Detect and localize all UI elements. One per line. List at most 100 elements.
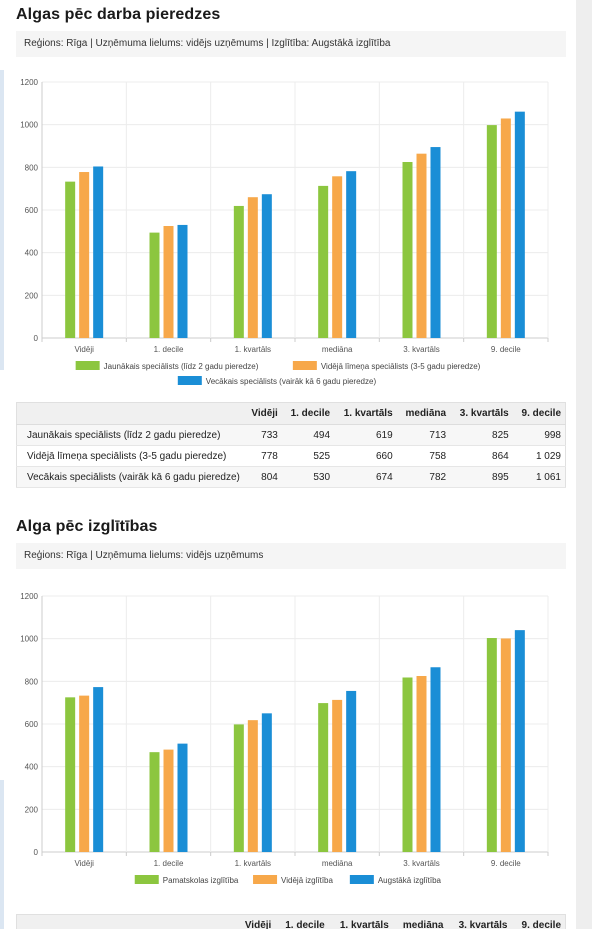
column-header: 1. kvartāls [334, 402, 397, 425]
table-cell: 864 [450, 445, 513, 467]
table-row: Vecākais speciālists (vairāk kā 6 gadu p… [16, 466, 566, 488]
side-strip [0, 780, 4, 929]
y-tick-label: 1000 [20, 635, 38, 644]
column-header: Vidēji [236, 914, 276, 929]
y-tick-label: 0 [34, 334, 39, 343]
column-header: Vidēji [243, 402, 282, 425]
x-tick-label: 3. kvartāls [403, 345, 439, 354]
bar [177, 743, 188, 852]
bar [79, 695, 90, 852]
bar [247, 720, 258, 852]
bar [247, 197, 258, 338]
bar [500, 638, 511, 852]
table-cell: 1 029 [512, 445, 566, 467]
bar [318, 185, 329, 338]
column-header: 1. decile [281, 402, 335, 425]
x-tick-label: Vidēji [74, 345, 94, 354]
legend-swatch [292, 361, 317, 370]
y-tick-label: 800 [25, 677, 39, 686]
side-strip [0, 70, 4, 370]
bar [332, 699, 343, 852]
table-cell: 895 [450, 466, 513, 488]
table-header-row: Vidēji 1. decile 1. kvartāls mediāna 3. kvar… [16, 914, 566, 929]
legend-swatch [177, 376, 202, 385]
table-cell: 778 [243, 445, 282, 467]
bar [514, 630, 525, 852]
x-tick-label: 9. decile [491, 345, 521, 354]
filter-summary-education: Reģions: Rīga | Uzņēmuma lielums: vidējs… [16, 543, 566, 569]
table-cell: 782 [396, 466, 451, 488]
y-tick-label: 200 [25, 291, 39, 300]
table-cell: 733 [243, 424, 282, 446]
column-header: mediāna [392, 914, 448, 929]
legend-swatch [134, 875, 159, 884]
bar [500, 118, 511, 338]
bar [163, 749, 174, 852]
table-salary-by-education: Vidēji 1. decile 1. kvartāls mediāna 3. kvar… [16, 914, 566, 929]
table-cell: 804 [243, 466, 282, 488]
bar [261, 713, 272, 852]
legend-swatch [75, 361, 100, 370]
bar [318, 703, 329, 852]
bar [402, 677, 413, 852]
legend-label: Vidējā izglītība [281, 876, 333, 885]
column-header: mediāna [396, 402, 451, 425]
bar [416, 153, 427, 338]
y-tick-label: 1200 [20, 78, 38, 87]
bar [486, 638, 497, 852]
content-panel: Algas pēc darba pieredzes Reģions: Rīga … [0, 0, 576, 929]
x-tick-label: mediāna [322, 859, 353, 868]
y-tick-label: 0 [34, 848, 39, 857]
bar [430, 147, 441, 338]
bar [163, 226, 174, 338]
x-tick-label: 1. kvartāls [235, 859, 271, 868]
bar [149, 232, 160, 338]
bar [65, 697, 76, 852]
bar [416, 676, 427, 852]
x-tick-label: Vidēji [74, 859, 94, 868]
bar [402, 162, 413, 338]
bar [233, 724, 244, 852]
bar [346, 690, 357, 852]
x-tick-label: 9. decile [491, 859, 521, 868]
section-title-education: Alga pēc izglītības [16, 518, 158, 535]
table-cell: 1 061 [512, 466, 566, 488]
y-tick-label: 1200 [20, 592, 38, 601]
bar [514, 111, 525, 338]
column-header: 9. decile [511, 914, 566, 929]
table-cell: 758 [396, 445, 451, 467]
legend-label: Augstākā izglītība [378, 876, 442, 885]
table-cell: 713 [396, 424, 451, 446]
x-tick-label: 1. decile [154, 859, 184, 868]
table-salary-by-experience: Vidēji 1. decile 1. kvartāls mediāna 3. kvar… [16, 402, 566, 488]
bar [149, 752, 160, 852]
column-header: 1. decile [275, 914, 329, 929]
table-row: Jaunākais speciālists (līdz 2 gadu piere… [16, 424, 566, 446]
table-cell: 530 [281, 466, 335, 488]
table-row: Vidējā līmeņa speciālists (3-5 gadu pier… [16, 445, 566, 467]
legend-swatch [253, 875, 278, 884]
section-title-experience: Algas pēc darba pieredzes [16, 6, 221, 23]
table-cell: 619 [334, 424, 397, 446]
legend-label: Jaunākais speciālists (līdz 2 gadu piere… [104, 362, 259, 371]
bar [332, 176, 343, 338]
x-tick-label: mediāna [322, 345, 353, 354]
bar [346, 171, 357, 338]
chart-salary-by-education: 0 200 400 600 800 1000 1200 Vidēji 1. decile 1. k… [20, 592, 549, 885]
bar [430, 667, 441, 852]
legend-label: Vidējā līmeņa speciālists (3-5 gadu pier… [321, 362, 481, 371]
row-label: Vecākais speciālists (vairāk kā 6 gadu p… [16, 466, 244, 488]
x-tick-label: 1. decile [154, 345, 184, 354]
bar [93, 687, 104, 852]
y-tick-label: 400 [25, 249, 39, 258]
column-header [16, 914, 237, 929]
column-header [16, 402, 244, 425]
x-tick-label: 1. kvartāls [235, 345, 271, 354]
column-header: 9. decile [512, 402, 566, 425]
table-header-row: Vidēji 1. decile 1. kvartāls mediāna 3. kvar… [16, 402, 566, 425]
legend-label: Vecākais speciālists (vairāk kā 6 gadu p… [206, 377, 377, 386]
y-tick-label: 1000 [20, 121, 38, 130]
y-tick-label: 600 [25, 720, 39, 729]
bar [233, 205, 244, 338]
column-header: 3. kvartāls [450, 402, 513, 425]
